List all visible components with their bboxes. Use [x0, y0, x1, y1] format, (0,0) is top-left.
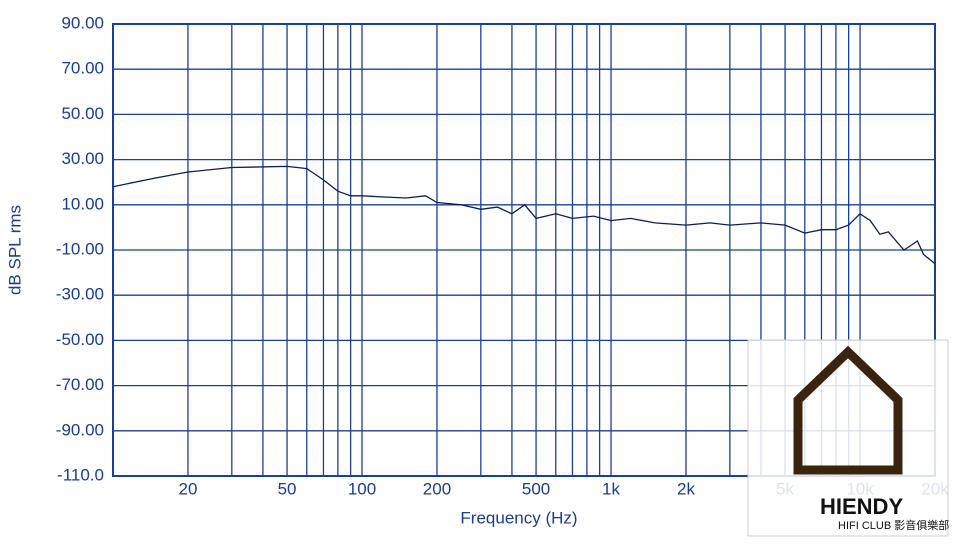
brand: HIENDY	[820, 494, 903, 519]
y-axis-label: dB SPL rms	[5, 205, 24, 295]
y-tick-label: -10.00	[56, 239, 104, 258]
y-tick-label: -70.00	[56, 375, 104, 394]
x-tick-label: 1k	[602, 479, 620, 498]
y-tick-label: -50.00	[56, 330, 104, 349]
response-line	[112, 165, 936, 265]
y-tick-label: -90.00	[56, 420, 104, 439]
x-tick-label: 2k	[677, 479, 695, 498]
y-tick-label: 30.00	[61, 149, 104, 168]
watermark: HIENDY HIFI CLUB 影音俱樂部	[747, 339, 949, 537]
club: HIFI CLUB 影音俱樂部	[838, 518, 949, 532]
x-axis-label: Frequency (Hz)	[460, 508, 577, 527]
watermark-box	[747, 339, 949, 537]
y-tick-label: 70.00	[61, 59, 104, 78]
y-tick-label: 50.00	[61, 104, 104, 123]
y-tick-label: 90.00	[61, 13, 104, 32]
x-tick-label: 20	[178, 479, 197, 498]
x-tick-label: 200	[423, 479, 451, 498]
x-tick-label: 500	[522, 479, 550, 498]
house-icon	[793, 345, 903, 475]
x-tick-label: 50	[278, 479, 297, 498]
x-tick-label: 100	[348, 479, 376, 498]
y-tick-label: -30.00	[56, 285, 104, 304]
y-tick-label: -110.0	[57, 465, 104, 484]
y-tick-label: 10.00	[61, 194, 104, 213]
plot-frame	[112, 23, 936, 477]
